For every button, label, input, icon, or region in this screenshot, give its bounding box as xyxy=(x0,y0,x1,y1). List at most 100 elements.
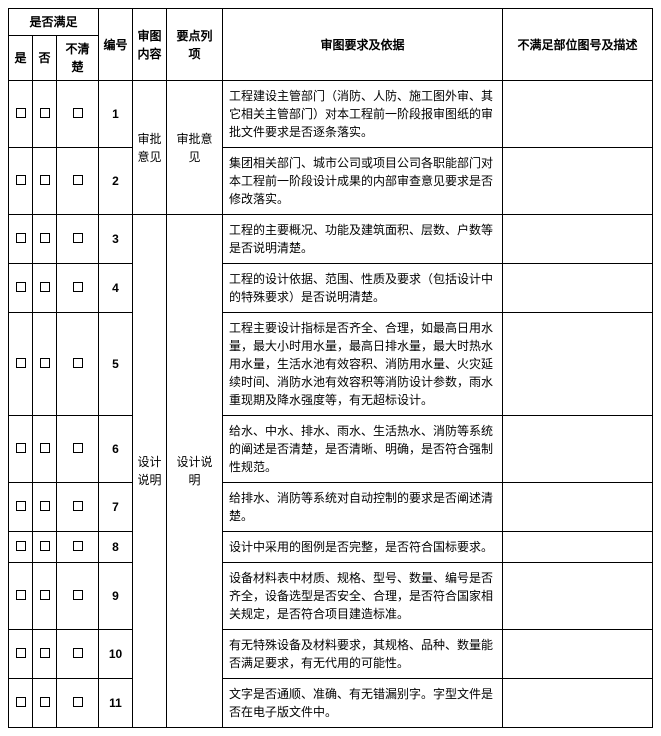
checkbox-cell[interactable] xyxy=(33,148,57,215)
checkbox-icon[interactable] xyxy=(40,648,50,658)
checkbox-icon[interactable] xyxy=(16,108,26,118)
checkbox-cell[interactable] xyxy=(57,483,99,532)
checkbox-icon[interactable] xyxy=(16,233,26,243)
checkbox-cell[interactable] xyxy=(9,416,33,483)
checkbox-cell[interactable] xyxy=(33,563,57,630)
header-review-content: 审图内容 xyxy=(133,9,167,81)
description-cell[interactable] xyxy=(503,313,653,416)
requirement-cell: 设计中采用的图例是否完整，是否符合国标要求。 xyxy=(223,532,503,563)
table-row: 8设计中采用的图例是否完整，是否符合国标要求。 xyxy=(9,532,653,563)
checkbox-cell[interactable] xyxy=(9,148,33,215)
checkbox-cell[interactable] xyxy=(9,630,33,679)
checkbox-cell[interactable] xyxy=(9,313,33,416)
header-unclear: 不清楚 xyxy=(57,36,99,81)
row-number: 3 xyxy=(99,215,133,264)
table-row: 3设计说明设计说明工程的主要概况、功能及建筑面积、层数、户数等是否说明清楚。 xyxy=(9,215,653,264)
checkbox-icon[interactable] xyxy=(16,501,26,511)
checkbox-icon[interactable] xyxy=(40,108,50,118)
checkbox-cell[interactable] xyxy=(33,264,57,313)
checkbox-icon[interactable] xyxy=(73,697,83,707)
checkbox-icon[interactable] xyxy=(16,697,26,707)
checkbox-icon[interactable] xyxy=(40,697,50,707)
row-number: 11 xyxy=(99,679,133,728)
checkbox-cell[interactable] xyxy=(9,679,33,728)
checkbox-cell[interactable] xyxy=(33,630,57,679)
description-cell[interactable] xyxy=(503,483,653,532)
checkbox-cell[interactable] xyxy=(57,679,99,728)
checkbox-cell[interactable] xyxy=(9,483,33,532)
checkbox-cell[interactable] xyxy=(33,81,57,148)
checkbox-cell[interactable] xyxy=(9,563,33,630)
checkbox-icon[interactable] xyxy=(16,443,26,453)
table-row: 1审批意见审批意见工程建设主管部门（消防、人防、施工图外审、其它相关主管部门）对… xyxy=(9,81,653,148)
checkbox-icon[interactable] xyxy=(73,648,83,658)
table-row: 5工程主要设计指标是否齐全、合理，如最高日用水量，最大小时用水量，最高日排水量，… xyxy=(9,313,653,416)
description-cell[interactable] xyxy=(503,416,653,483)
checkbox-cell[interactable] xyxy=(57,313,99,416)
description-cell[interactable] xyxy=(503,630,653,679)
checkbox-cell[interactable] xyxy=(57,532,99,563)
checkbox-cell[interactable] xyxy=(57,416,99,483)
row-number: 1 xyxy=(99,81,133,148)
description-cell[interactable] xyxy=(503,679,653,728)
checkbox-icon[interactable] xyxy=(73,358,83,368)
checkbox-icon[interactable] xyxy=(40,541,50,551)
requirement-cell: 有无特殊设备及材料要求，其规格、品种、数量能否满足要求，有无代用的可能性。 xyxy=(223,630,503,679)
checkbox-icon[interactable] xyxy=(16,648,26,658)
checkbox-icon[interactable] xyxy=(40,590,50,600)
checkbox-cell[interactable] xyxy=(57,563,99,630)
checkbox-icon[interactable] xyxy=(16,282,26,292)
checkbox-icon[interactable] xyxy=(40,501,50,511)
checkbox-icon[interactable] xyxy=(40,443,50,453)
checkbox-icon[interactable] xyxy=(40,282,50,292)
checkbox-cell[interactable] xyxy=(57,148,99,215)
checkbox-cell[interactable] xyxy=(57,630,99,679)
requirement-cell: 工程主要设计指标是否齐全、合理，如最高日用水量，最大小时用水量，最高日排水量，最… xyxy=(223,313,503,416)
header-no: 否 xyxy=(33,36,57,81)
checkbox-cell[interactable] xyxy=(9,264,33,313)
checkbox-cell[interactable] xyxy=(33,416,57,483)
checkbox-icon[interactable] xyxy=(73,282,83,292)
checkbox-icon[interactable] xyxy=(73,541,83,551)
description-cell[interactable] xyxy=(503,215,653,264)
checkbox-icon[interactable] xyxy=(16,358,26,368)
item-cell: 设计说明 xyxy=(167,215,223,728)
table-row: 10 有无特殊设备及材料要求，其规格、品种、数量能否满足要求，有无代用的可能性。 xyxy=(9,630,653,679)
description-cell[interactable] xyxy=(503,81,653,148)
description-cell[interactable] xyxy=(503,264,653,313)
checkbox-icon[interactable] xyxy=(40,175,50,185)
table-row: 11文字是否通顺、准确、有无错漏别字。字型文件是否在电子版文件中。 xyxy=(9,679,653,728)
checkbox-icon[interactable] xyxy=(73,233,83,243)
description-cell[interactable] xyxy=(503,532,653,563)
requirement-cell: 给排水、消防等系统对自动控制的要求是否阐述清楚。 xyxy=(223,483,503,532)
header-yes: 是 xyxy=(9,36,33,81)
checkbox-icon[interactable] xyxy=(16,590,26,600)
checkbox-cell[interactable] xyxy=(33,679,57,728)
checkbox-icon[interactable] xyxy=(73,501,83,511)
requirement-cell: 工程的设计依据、范围、性质及要求（包括设计中的特殊要求）是否说明清楚。 xyxy=(223,264,503,313)
item-cell: 审批意见 xyxy=(167,81,223,215)
checkbox-cell[interactable] xyxy=(57,264,99,313)
checkbox-cell[interactable] xyxy=(33,483,57,532)
row-number: 10 xyxy=(99,630,133,679)
requirement-cell: 给水、中水、排水、雨水、生活热水、消防等系统的阐述是否清楚，是否清晰、明确，是否… xyxy=(223,416,503,483)
checkbox-icon[interactable] xyxy=(40,358,50,368)
checkbox-icon[interactable] xyxy=(73,175,83,185)
checkbox-icon[interactable] xyxy=(73,443,83,453)
checkbox-icon[interactable] xyxy=(16,541,26,551)
header-item: 要点列项 xyxy=(167,9,223,81)
checkbox-cell[interactable] xyxy=(57,81,99,148)
checkbox-cell[interactable] xyxy=(33,532,57,563)
checkbox-cell[interactable] xyxy=(33,215,57,264)
description-cell[interactable] xyxy=(503,148,653,215)
description-cell[interactable] xyxy=(503,563,653,630)
checkbox-cell[interactable] xyxy=(33,313,57,416)
checkbox-cell[interactable] xyxy=(9,81,33,148)
checkbox-icon[interactable] xyxy=(16,175,26,185)
checkbox-icon[interactable] xyxy=(73,108,83,118)
checkbox-icon[interactable] xyxy=(40,233,50,243)
checkbox-cell[interactable] xyxy=(57,215,99,264)
checkbox-icon[interactable] xyxy=(73,590,83,600)
checkbox-cell[interactable] xyxy=(9,215,33,264)
checkbox-cell[interactable] xyxy=(9,532,33,563)
